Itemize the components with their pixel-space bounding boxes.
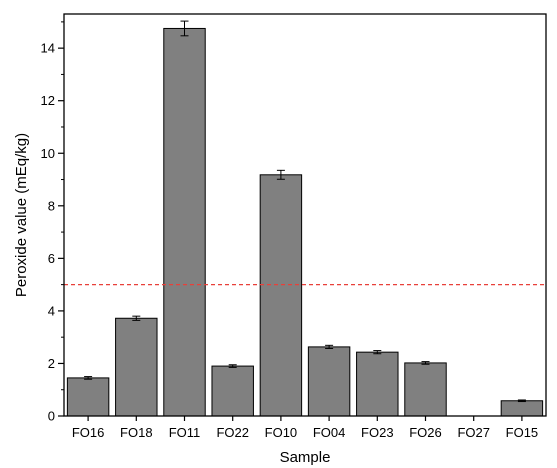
error-bar-fo10 bbox=[276, 169, 285, 180]
x-tick-label-fo23: FO23 bbox=[361, 425, 394, 440]
y-tick-label: 12 bbox=[41, 93, 55, 108]
bar-fo23 bbox=[356, 351, 399, 417]
x-tick-label-fo10: FO10 bbox=[265, 425, 298, 440]
bar-fo15 bbox=[500, 400, 544, 417]
x-axis-label: Sample bbox=[280, 449, 331, 466]
bar-fo11 bbox=[163, 27, 206, 417]
y-tick-label: 14 bbox=[41, 41, 55, 56]
error-bar-fo15 bbox=[517, 399, 526, 403]
y-axis-label: Peroxide value (mEq/kg) bbox=[13, 133, 30, 297]
x-tick-label-fo22: FO22 bbox=[216, 425, 249, 440]
error-bar-fo04 bbox=[325, 344, 334, 349]
x-tick-label-fo27: FO27 bbox=[457, 425, 490, 440]
error-bar-fo16 bbox=[84, 376, 93, 380]
bar-fo18 bbox=[115, 317, 158, 417]
bar-fo10 bbox=[259, 174, 303, 417]
error-bar-fo26 bbox=[421, 361, 430, 365]
x-tick-label-fo26: FO26 bbox=[409, 425, 442, 440]
x-axis-ticks: FO16 FO18 FO11 FO22 FO10 FO04 FO23 FO26 FO27 FO15 bbox=[72, 416, 538, 440]
bar-fo22 bbox=[211, 365, 254, 417]
x-tick-label-fo04: FO04 bbox=[313, 425, 346, 440]
error-bar-fo18 bbox=[132, 315, 141, 321]
y-axis-ticks: 0 2 4 6 8 10 12 14 bbox=[41, 21, 64, 424]
x-tick-label-fo15: FO15 bbox=[506, 425, 539, 440]
y-tick-label: 8 bbox=[48, 198, 55, 213]
y-tick-label: 2 bbox=[48, 356, 55, 371]
x-tick-label-fo11: FO11 bbox=[169, 425, 201, 440]
bar-fo04 bbox=[307, 346, 351, 417]
error-bar-fo11 bbox=[180, 20, 189, 37]
x-tick-label-fo16: FO16 bbox=[72, 425, 105, 440]
x-tick-label-fo18: FO18 bbox=[120, 425, 153, 440]
axes-frame bbox=[63, 13, 547, 417]
y-tick-label: 10 bbox=[41, 146, 55, 161]
error-bar-fo22 bbox=[228, 364, 237, 368]
y-tick-label: 4 bbox=[48, 303, 55, 318]
bar-fo26 bbox=[404, 362, 447, 417]
error-bar-fo23 bbox=[373, 350, 382, 355]
plot-area bbox=[64, 20, 546, 417]
y-tick-label: 0 bbox=[48, 409, 55, 424]
bar-fo16 bbox=[66, 377, 110, 417]
y-tick-label: 6 bbox=[48, 251, 55, 266]
